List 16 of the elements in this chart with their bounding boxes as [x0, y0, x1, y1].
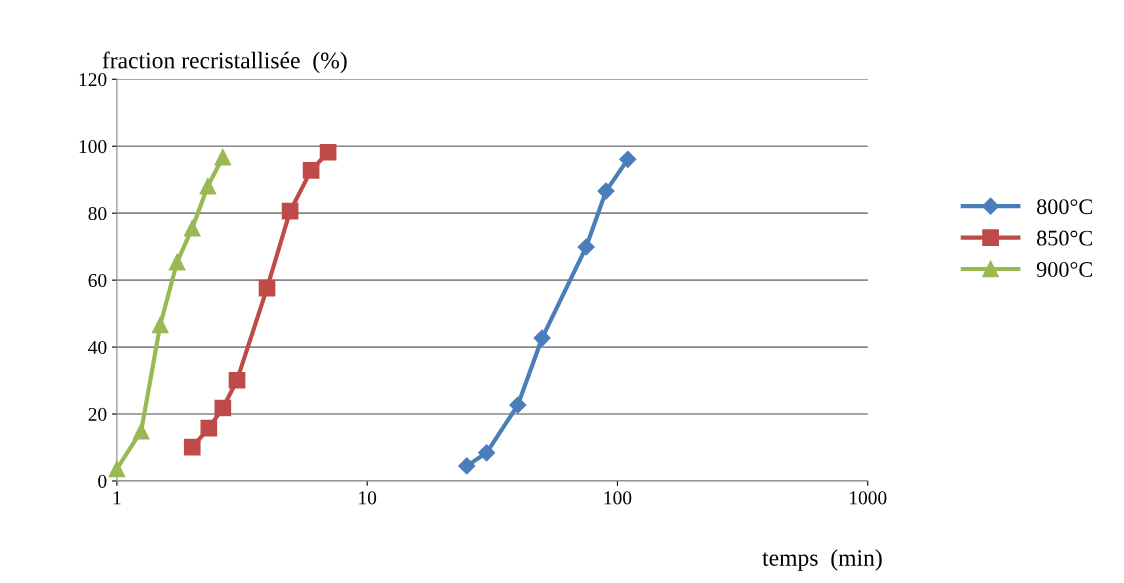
y-axis-title: fraction recristallisée (%) — [102, 51, 347, 74]
legend-label: 850°C — [1036, 230, 1092, 246]
y-tick-label: 20 — [88, 407, 107, 421]
y-tick-label: 100 — [79, 140, 107, 154]
x-tick-label: 10 — [359, 491, 377, 505]
y-tick-label: 0 — [98, 474, 107, 488]
legend-label: 900°C — [1036, 262, 1092, 277]
y-tick-label: 120 — [79, 73, 107, 87]
x-tick-label: 100 — [604, 491, 632, 505]
x-tick-label: 1000 — [849, 491, 887, 505]
y-tick-label: 40 — [88, 340, 107, 355]
legend-label: 800°C — [1036, 199, 1092, 215]
y-tick-label: 60 — [88, 273, 107, 288]
y-tick-label: 80 — [88, 207, 107, 221]
x-axis-title: temps (min) — [762, 549, 882, 571]
x-tick-label: 1 — [113, 491, 121, 505]
